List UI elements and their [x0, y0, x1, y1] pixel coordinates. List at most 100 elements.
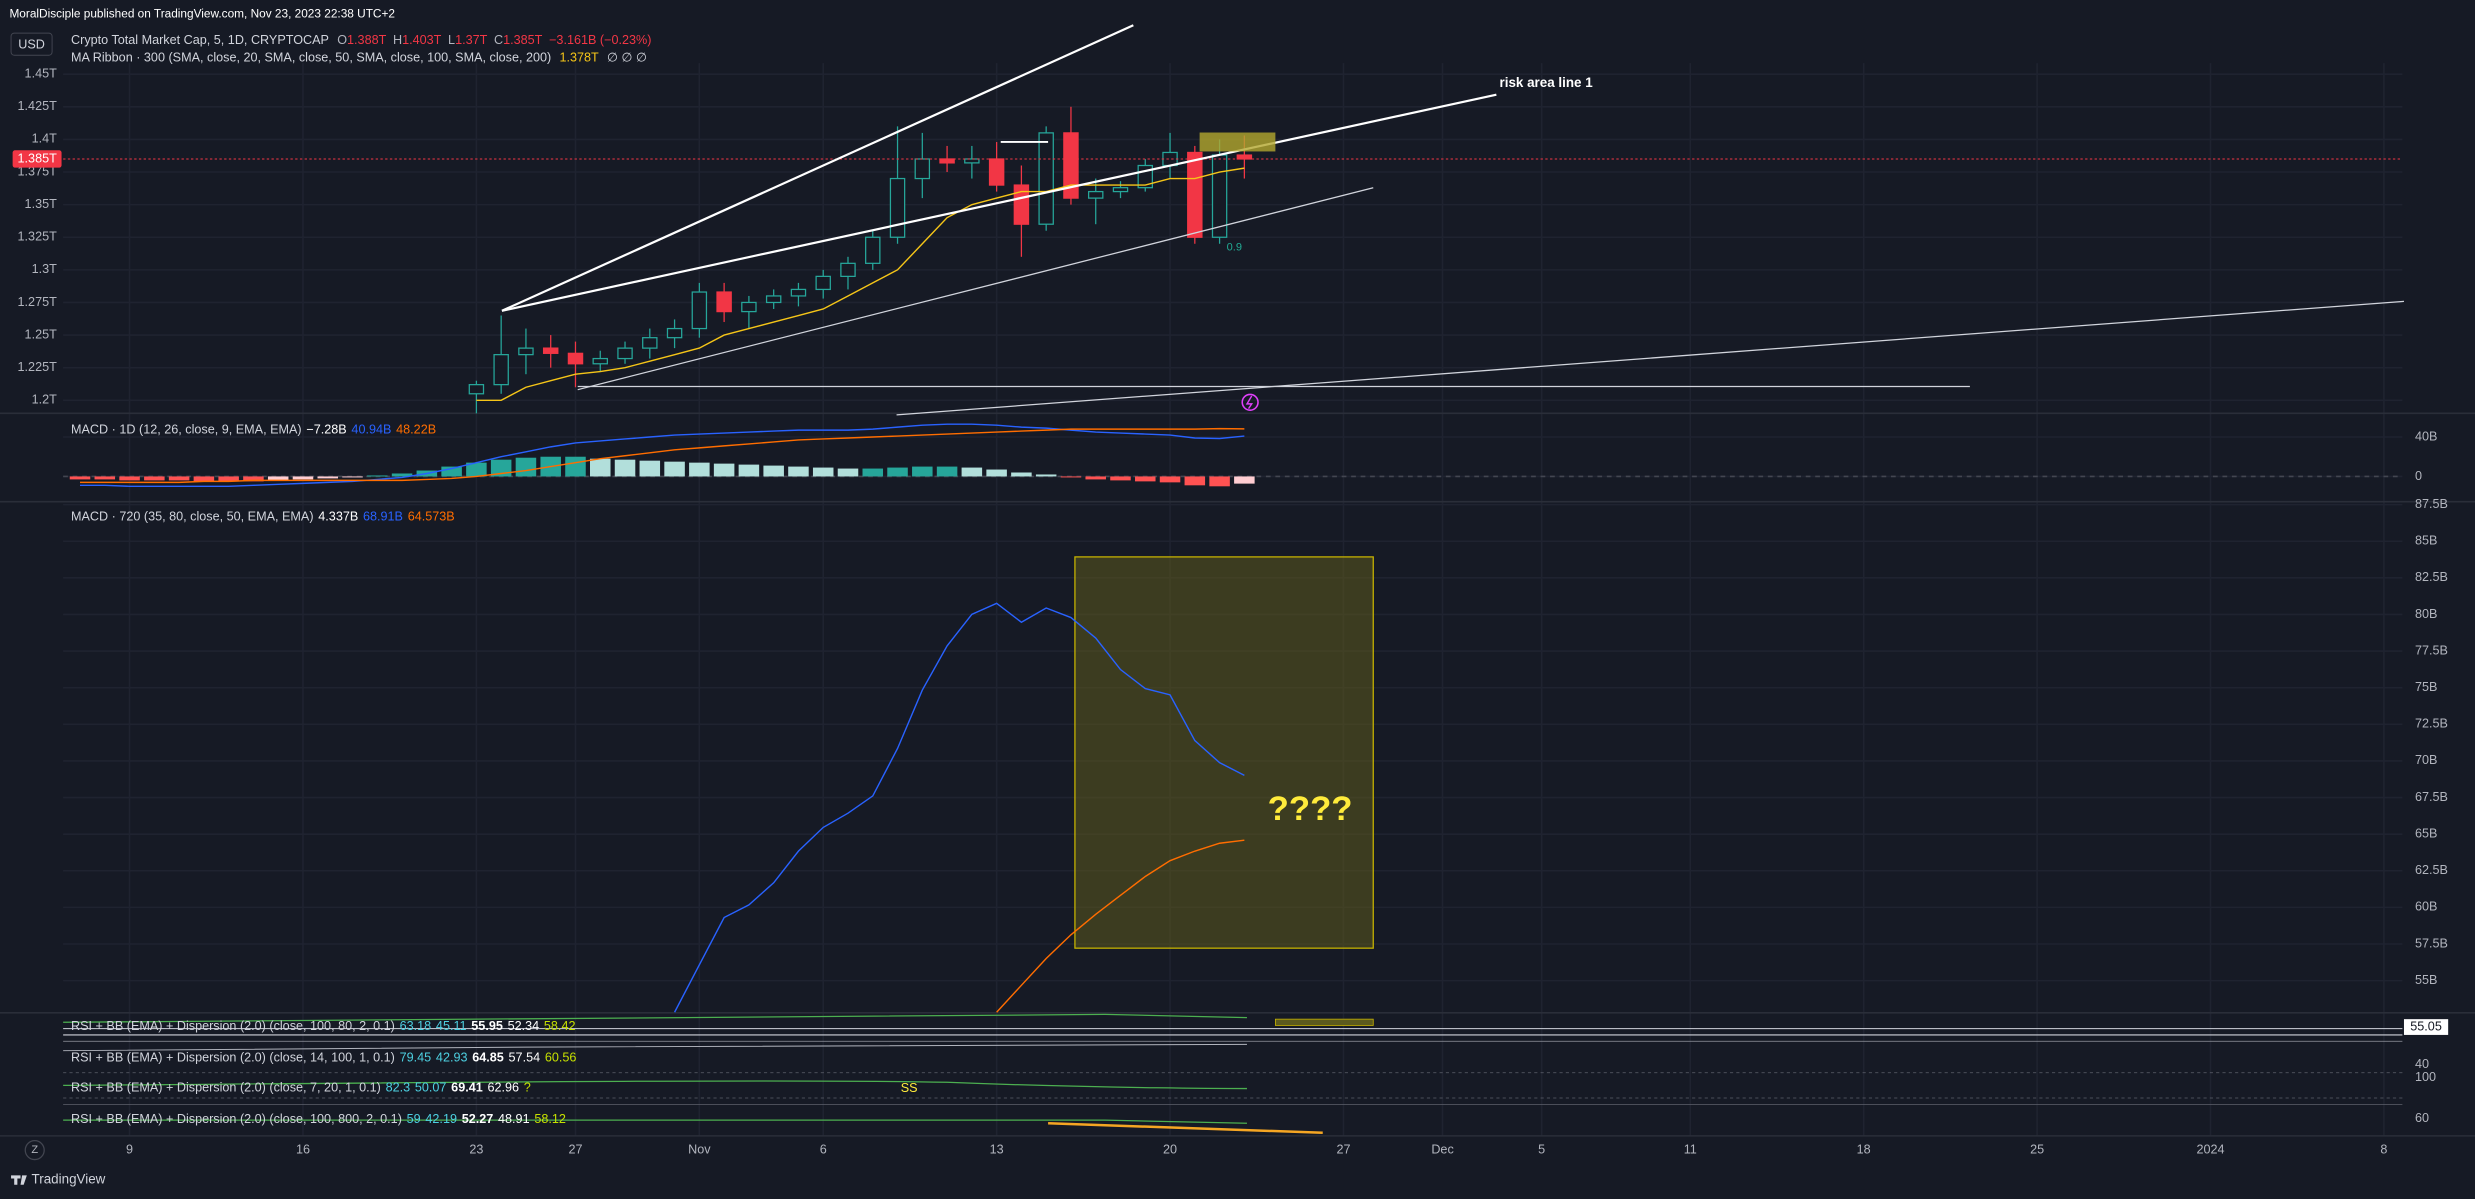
indicator-legend: MACD · 1D (12, 26, close, 9, EMA, EMA) −7… [71, 423, 436, 437]
histogram-bar [664, 461, 685, 477]
histogram-bar [713, 463, 735, 477]
macd-line [80, 423, 1245, 488]
rsi-curve [63, 1013, 1247, 1023]
y-tick-label: 1.425T [18, 99, 58, 113]
candle-body [765, 295, 782, 304]
x-tick-label: 16 [296, 1142, 310, 1156]
histogram-bar [1011, 472, 1032, 477]
last-price-label: 1.385T [18, 151, 58, 165]
candle-body [1236, 154, 1253, 160]
y-tick-label: 77.5B [2415, 643, 2448, 657]
y-tick-label: 72.5B [2415, 717, 2448, 731]
candle-body [741, 301, 757, 313]
ma-legend: MA Ribbon · 300 (SMA, close, 20, SMA, cl… [71, 51, 647, 65]
trend-line [501, 24, 1134, 312]
histogram-bar [168, 476, 190, 481]
x-tick-label: Dec [1431, 1142, 1453, 1156]
x-tick-label: 25 [2030, 1142, 2044, 1156]
legend-value: 45.11 [436, 1019, 467, 1033]
legend-value: 42.19 [425, 1112, 457, 1126]
histogram-bar [1209, 476, 1230, 487]
candle-body [1038, 132, 1054, 225]
legend-value: 68.91B [363, 510, 403, 524]
candle-body [716, 291, 732, 313]
legend-value: ? [524, 1081, 531, 1095]
x-tick-label: 2024 [2196, 1142, 2224, 1156]
legend-value: 4.337B [318, 510, 358, 524]
legend-value: 59 [407, 1112, 421, 1126]
legend-title: MACD · 720 (35, 80, close, 50, EMA, EMA) [71, 510, 314, 524]
currency[interactable]: USD [18, 37, 45, 51]
rsi-curve [63, 1080, 1247, 1090]
y-tick-label: 1.25T [25, 327, 58, 341]
legend-change: −3.161B (−0.23%) [549, 33, 651, 47]
legend-value: ∅ ∅ ∅ [607, 51, 647, 65]
legend-label: H [393, 33, 402, 47]
zoom-label[interactable]: Z [31, 1144, 38, 1156]
y-tick-label: 1.2T [32, 393, 58, 407]
legend-title: RSI + BB (EMA) + Dispersion (2.0) (close… [71, 1112, 402, 1126]
histogram-bar [589, 458, 611, 477]
zoom-button[interactable] [24, 1139, 45, 1161]
legend-label: O [337, 33, 347, 47]
legend-value: 40.94B [351, 423, 391, 437]
rsi-legend: RSI + BB (EMA) + Dispersion (2.0) (close… [71, 1112, 566, 1126]
candle-body [518, 347, 534, 356]
y-tick-label: 60B [2415, 900, 2437, 914]
histogram-bar [961, 467, 983, 477]
histogram-bar [391, 473, 413, 477]
histogram-bar [515, 457, 537, 477]
legend-value: 58.12 [534, 1112, 566, 1126]
legend-value: 69.41 [451, 1081, 483, 1095]
y-tick-label: 1.3T [32, 262, 58, 276]
macd-line [996, 839, 1245, 1013]
x-tick-label: 13 [990, 1142, 1004, 1156]
y-tick-label: 57.5B [2415, 936, 2448, 950]
y-tick-label: 70B [2415, 753, 2437, 767]
candle-body [666, 327, 683, 339]
rsi-axis-label: 60 [2415, 1111, 2429, 1125]
rsi-axis-label: 100 [2415, 1070, 2436, 1084]
histogram-bar [1060, 476, 1082, 478]
candle-body [1112, 187, 1129, 193]
y-tick-label: 82.5B [2415, 570, 2448, 584]
legend-label: L [448, 33, 455, 47]
y-tick-label: 87.5B [2415, 497, 2448, 511]
y-tick-label: 1.4T [32, 132, 58, 146]
y-tick-label: 67.5B [2415, 790, 2448, 804]
candle-body [1063, 132, 1079, 199]
candle-body [567, 352, 584, 365]
histogram-bar [1184, 476, 1206, 486]
currency-box[interactable] [10, 32, 53, 56]
zone-box [1199, 132, 1276, 152]
highlight-box [1074, 556, 1374, 949]
histogram-bar [441, 466, 462, 477]
x-tick-label: 20 [1163, 1142, 1177, 1156]
candle-body [1013, 184, 1030, 225]
fib-label: 0.9 [1227, 242, 1242, 254]
y-tick-label: 1.275T [18, 295, 58, 309]
alert-bolt [1245, 395, 1254, 410]
candle-body [617, 347, 633, 360]
histogram-bar [94, 476, 116, 480]
legend-title: RSI + BB (EMA) + Dispersion (2.0) (close… [71, 1051, 395, 1065]
trend-line [1048, 1122, 1323, 1135]
legend-value: −7.28B [306, 423, 346, 437]
histogram-bar [862, 468, 884, 477]
histogram-bar [69, 476, 91, 480]
annotation: SS [901, 1081, 918, 1095]
legend-value: 62.96 [487, 1081, 519, 1095]
y-tick-label: 55B [2415, 973, 2437, 987]
y-tick-label: 80B [2415, 607, 2437, 621]
histogram-bar [986, 469, 1007, 477]
histogram-bar [119, 476, 140, 481]
annotation: ???? [1268, 790, 1353, 828]
candle-body [889, 177, 906, 238]
histogram-bar [1085, 476, 1106, 480]
x-tick-label: 8 [2380, 1142, 2387, 1156]
y-tick-label: 1.325T [18, 230, 58, 244]
x-tick-label: 9 [126, 1142, 133, 1156]
candle-body [914, 158, 931, 180]
annotation: risk area line 1 [1500, 75, 1594, 90]
